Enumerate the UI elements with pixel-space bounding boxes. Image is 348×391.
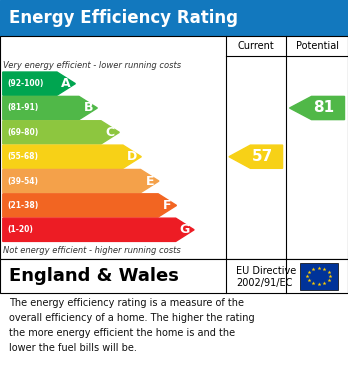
Text: Potential: Potential: [295, 41, 339, 51]
Text: EU Directive: EU Directive: [236, 266, 296, 276]
Text: Current: Current: [237, 41, 274, 51]
Polygon shape: [3, 145, 141, 169]
Text: 81: 81: [313, 100, 334, 115]
Polygon shape: [3, 121, 119, 144]
Text: D: D: [127, 150, 137, 163]
Text: 2002/91/EC: 2002/91/EC: [236, 278, 292, 288]
Text: Very energy efficient - lower running costs: Very energy efficient - lower running co…: [3, 61, 182, 70]
Text: (39-54): (39-54): [7, 177, 38, 186]
Text: 57: 57: [252, 149, 273, 164]
Text: (1-20): (1-20): [7, 225, 33, 234]
Text: The energy efficiency rating is a measure of the
overall efficiency of a home. T: The energy efficiency rating is a measur…: [9, 298, 254, 353]
Polygon shape: [3, 218, 194, 241]
Text: G: G: [180, 223, 190, 236]
Text: C: C: [105, 126, 115, 139]
Text: (69-80): (69-80): [7, 128, 38, 137]
Text: (55-68): (55-68): [7, 152, 38, 161]
Text: F: F: [163, 199, 172, 212]
Text: E: E: [145, 174, 154, 188]
Text: (81-91): (81-91): [7, 104, 38, 113]
Text: Energy Efficiency Rating: Energy Efficiency Rating: [9, 9, 238, 27]
Polygon shape: [3, 72, 76, 95]
Text: England & Wales: England & Wales: [9, 267, 179, 285]
Polygon shape: [290, 96, 345, 120]
Bar: [300, 263, 338, 290]
Text: Not energy efficient - higher running costs: Not energy efficient - higher running co…: [3, 246, 181, 255]
Polygon shape: [3, 169, 159, 193]
Polygon shape: [3, 96, 97, 120]
Polygon shape: [229, 145, 283, 169]
Polygon shape: [3, 194, 176, 217]
Text: (92-100): (92-100): [7, 79, 44, 88]
Text: B: B: [84, 102, 93, 115]
Text: (21-38): (21-38): [7, 201, 38, 210]
Text: A: A: [61, 77, 71, 90]
